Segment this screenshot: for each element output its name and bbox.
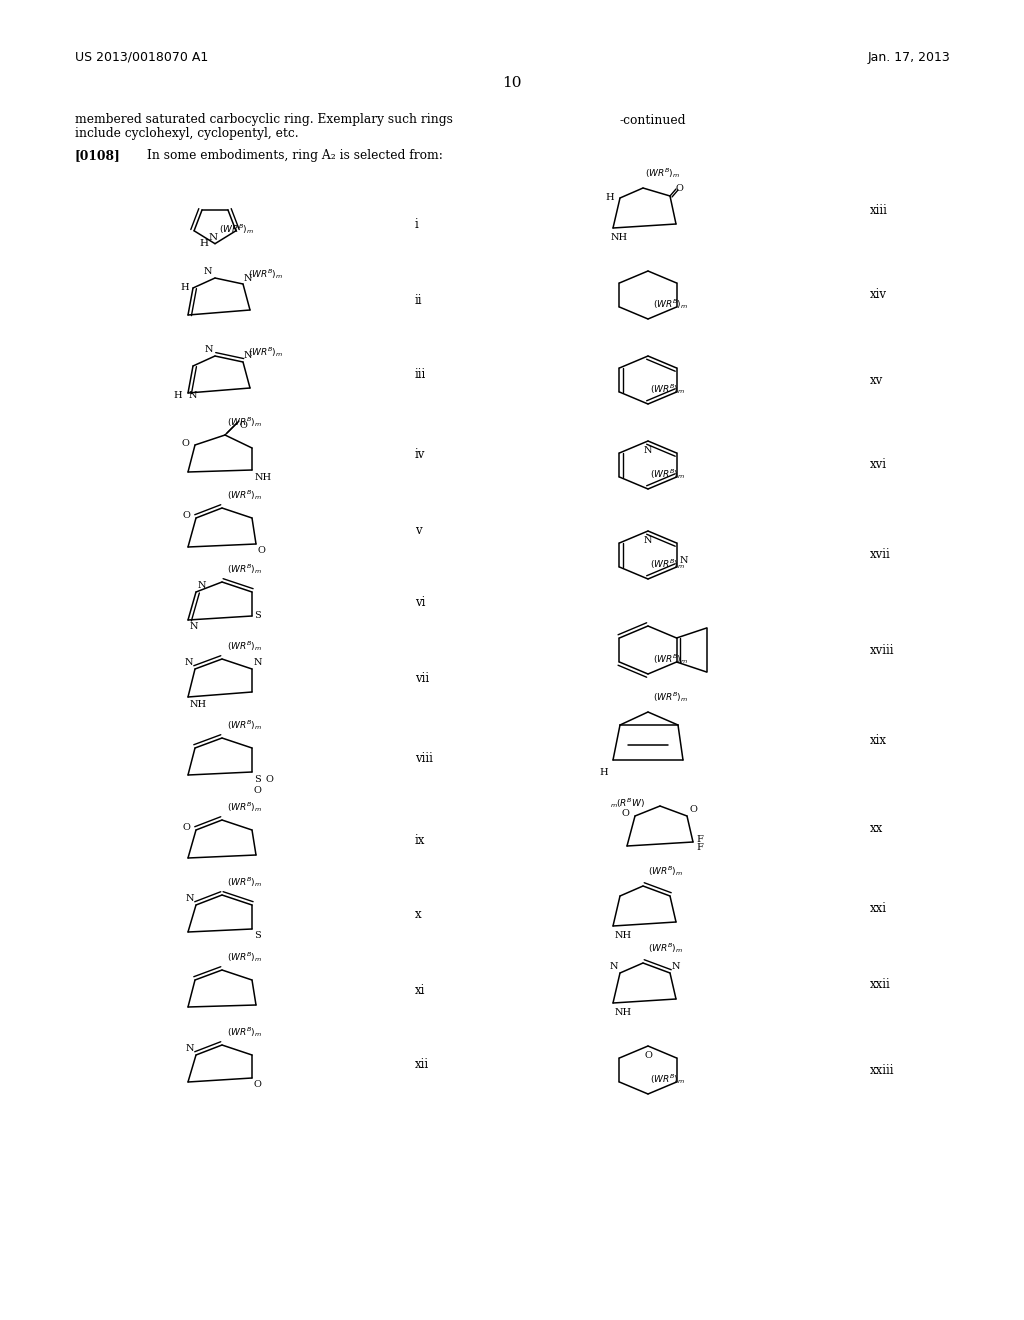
Text: $(WR^B)_m$: $(WR^B)_m$	[653, 297, 688, 312]
Text: O: O	[239, 421, 247, 430]
Text: N: N	[244, 275, 253, 282]
Text: $(WR^B)_m$: $(WR^B)_m$	[227, 718, 262, 733]
Text: O: O	[254, 1080, 262, 1089]
Text: xvi: xvi	[870, 458, 887, 471]
Text: [0108]: [0108]	[75, 149, 121, 162]
Text: $(WR^B)_m$: $(WR^B)_m$	[248, 267, 284, 281]
Text: xiii: xiii	[870, 203, 888, 216]
Text: $(WR^B)_m$: $(WR^B)_m$	[227, 488, 262, 502]
Text: $(WR^B)_m$: $(WR^B)_m$	[227, 875, 262, 888]
Text: N: N	[185, 894, 194, 903]
Text: x: x	[415, 908, 422, 921]
Text: $(WR^B)_m$: $(WR^B)_m$	[227, 1026, 262, 1039]
Text: xi: xi	[415, 983, 425, 997]
Text: $(WR^B)_m$: $(WR^B)_m$	[227, 414, 262, 429]
Text: xiv: xiv	[870, 289, 887, 301]
Text: NH: NH	[190, 700, 207, 709]
Text: F: F	[696, 834, 702, 843]
Text: S: S	[254, 611, 261, 620]
Text: O: O	[622, 809, 629, 818]
Text: Jan. 17, 2013: Jan. 17, 2013	[867, 50, 950, 63]
Text: N: N	[185, 1044, 194, 1053]
Text: v: v	[415, 524, 422, 536]
Text: N: N	[244, 351, 253, 360]
Text: O: O	[181, 438, 189, 447]
Text: O: O	[258, 546, 266, 554]
Text: NH: NH	[255, 473, 272, 482]
Text: F: F	[696, 843, 702, 853]
Text: NH: NH	[615, 931, 632, 940]
Text: In some embodiments, ring A₂ is selected from:: In some embodiments, ring A₂ is selected…	[147, 149, 442, 162]
Text: xxiii: xxiii	[870, 1064, 895, 1077]
Text: -continued: -continued	[620, 114, 686, 127]
Text: H: H	[173, 391, 182, 400]
Text: xxi: xxi	[870, 902, 887, 915]
Text: $(WR^B)_m$: $(WR^B)_m$	[653, 652, 688, 667]
Text: N: N	[209, 232, 218, 242]
Text: O: O	[675, 183, 683, 193]
Text: N: N	[184, 657, 193, 667]
Text: N: N	[205, 345, 213, 354]
Text: $(WR^B)_m$: $(WR^B)_m$	[650, 557, 685, 572]
Text: NH: NH	[611, 234, 628, 242]
Text: $(WR^B)_m$: $(WR^B)_m$	[219, 222, 254, 236]
Text: N: N	[204, 267, 212, 276]
Text: N: N	[198, 581, 207, 590]
Text: $(WR^B)_m$: $(WR^B)_m$	[648, 941, 683, 954]
Text: $(WR^B)_m$: $(WR^B)_m$	[645, 166, 680, 180]
Text: O: O	[644, 1051, 652, 1060]
Text: H: H	[599, 768, 608, 777]
Text: $(WR^B)_m$: $(WR^B)_m$	[227, 800, 262, 814]
Text: vi: vi	[415, 597, 425, 610]
Text: $(WR^B)_m$: $(WR^B)_m$	[650, 381, 685, 396]
Text: O: O	[266, 775, 273, 784]
Text: $(WR^B)_m$: $(WR^B)_m$	[653, 690, 688, 704]
Text: N: N	[190, 622, 199, 631]
Text: $(WR^B)_m$: $(WR^B)_m$	[227, 950, 262, 964]
Text: $(WR^B)_m$: $(WR^B)_m$	[227, 639, 262, 653]
Text: N: N	[644, 536, 652, 545]
Text: i: i	[415, 219, 419, 231]
Text: O: O	[254, 785, 262, 795]
Text: S: S	[254, 931, 261, 940]
Text: NH: NH	[615, 1008, 632, 1016]
Text: $(WR^B)_m$: $(WR^B)_m$	[650, 467, 685, 480]
Text: N: N	[609, 962, 618, 972]
Text: xxii: xxii	[870, 978, 891, 991]
Text: $(WR^B)_m$: $(WR^B)_m$	[227, 562, 262, 576]
Text: $(WR^B)_m$: $(WR^B)_m$	[248, 345, 284, 359]
Text: ii: ii	[415, 293, 423, 306]
Text: H: H	[605, 194, 614, 202]
Text: membered saturated carbocyclic ring. Exemplary such rings: membered saturated carbocyclic ring. Exe…	[75, 114, 453, 127]
Text: $_m(R^BW)$: $_m(R^BW)$	[610, 796, 645, 810]
Text: xix: xix	[870, 734, 887, 747]
Text: N: N	[189, 391, 198, 400]
Text: N: N	[680, 556, 688, 565]
Text: O: O	[182, 824, 190, 833]
Text: H: H	[180, 284, 189, 293]
Text: US 2013/0018070 A1: US 2013/0018070 A1	[75, 50, 208, 63]
Text: S: S	[254, 775, 261, 784]
Text: $(WR^B)_m$: $(WR^B)_m$	[650, 1072, 685, 1086]
Text: O: O	[689, 805, 697, 814]
Text: $(WR^B)_m$: $(WR^B)_m$	[648, 865, 683, 878]
Text: iii: iii	[415, 368, 426, 381]
Text: vii: vii	[415, 672, 429, 685]
Text: N: N	[672, 962, 681, 972]
Text: iv: iv	[415, 449, 425, 462]
Text: 10: 10	[502, 77, 522, 90]
Text: xviii: xviii	[870, 644, 895, 656]
Text: N: N	[254, 657, 262, 667]
Text: xii: xii	[415, 1059, 429, 1072]
Text: xvii: xvii	[870, 549, 891, 561]
Text: xv: xv	[870, 374, 884, 387]
Text: N: N	[644, 446, 652, 455]
Text: ix: ix	[415, 833, 425, 846]
Text: O: O	[182, 511, 190, 520]
Text: viii: viii	[415, 751, 433, 764]
Text: xx: xx	[870, 821, 884, 834]
Text: include cyclohexyl, cyclopentyl, etc.: include cyclohexyl, cyclopentyl, etc.	[75, 128, 299, 140]
Text: H: H	[199, 239, 208, 248]
